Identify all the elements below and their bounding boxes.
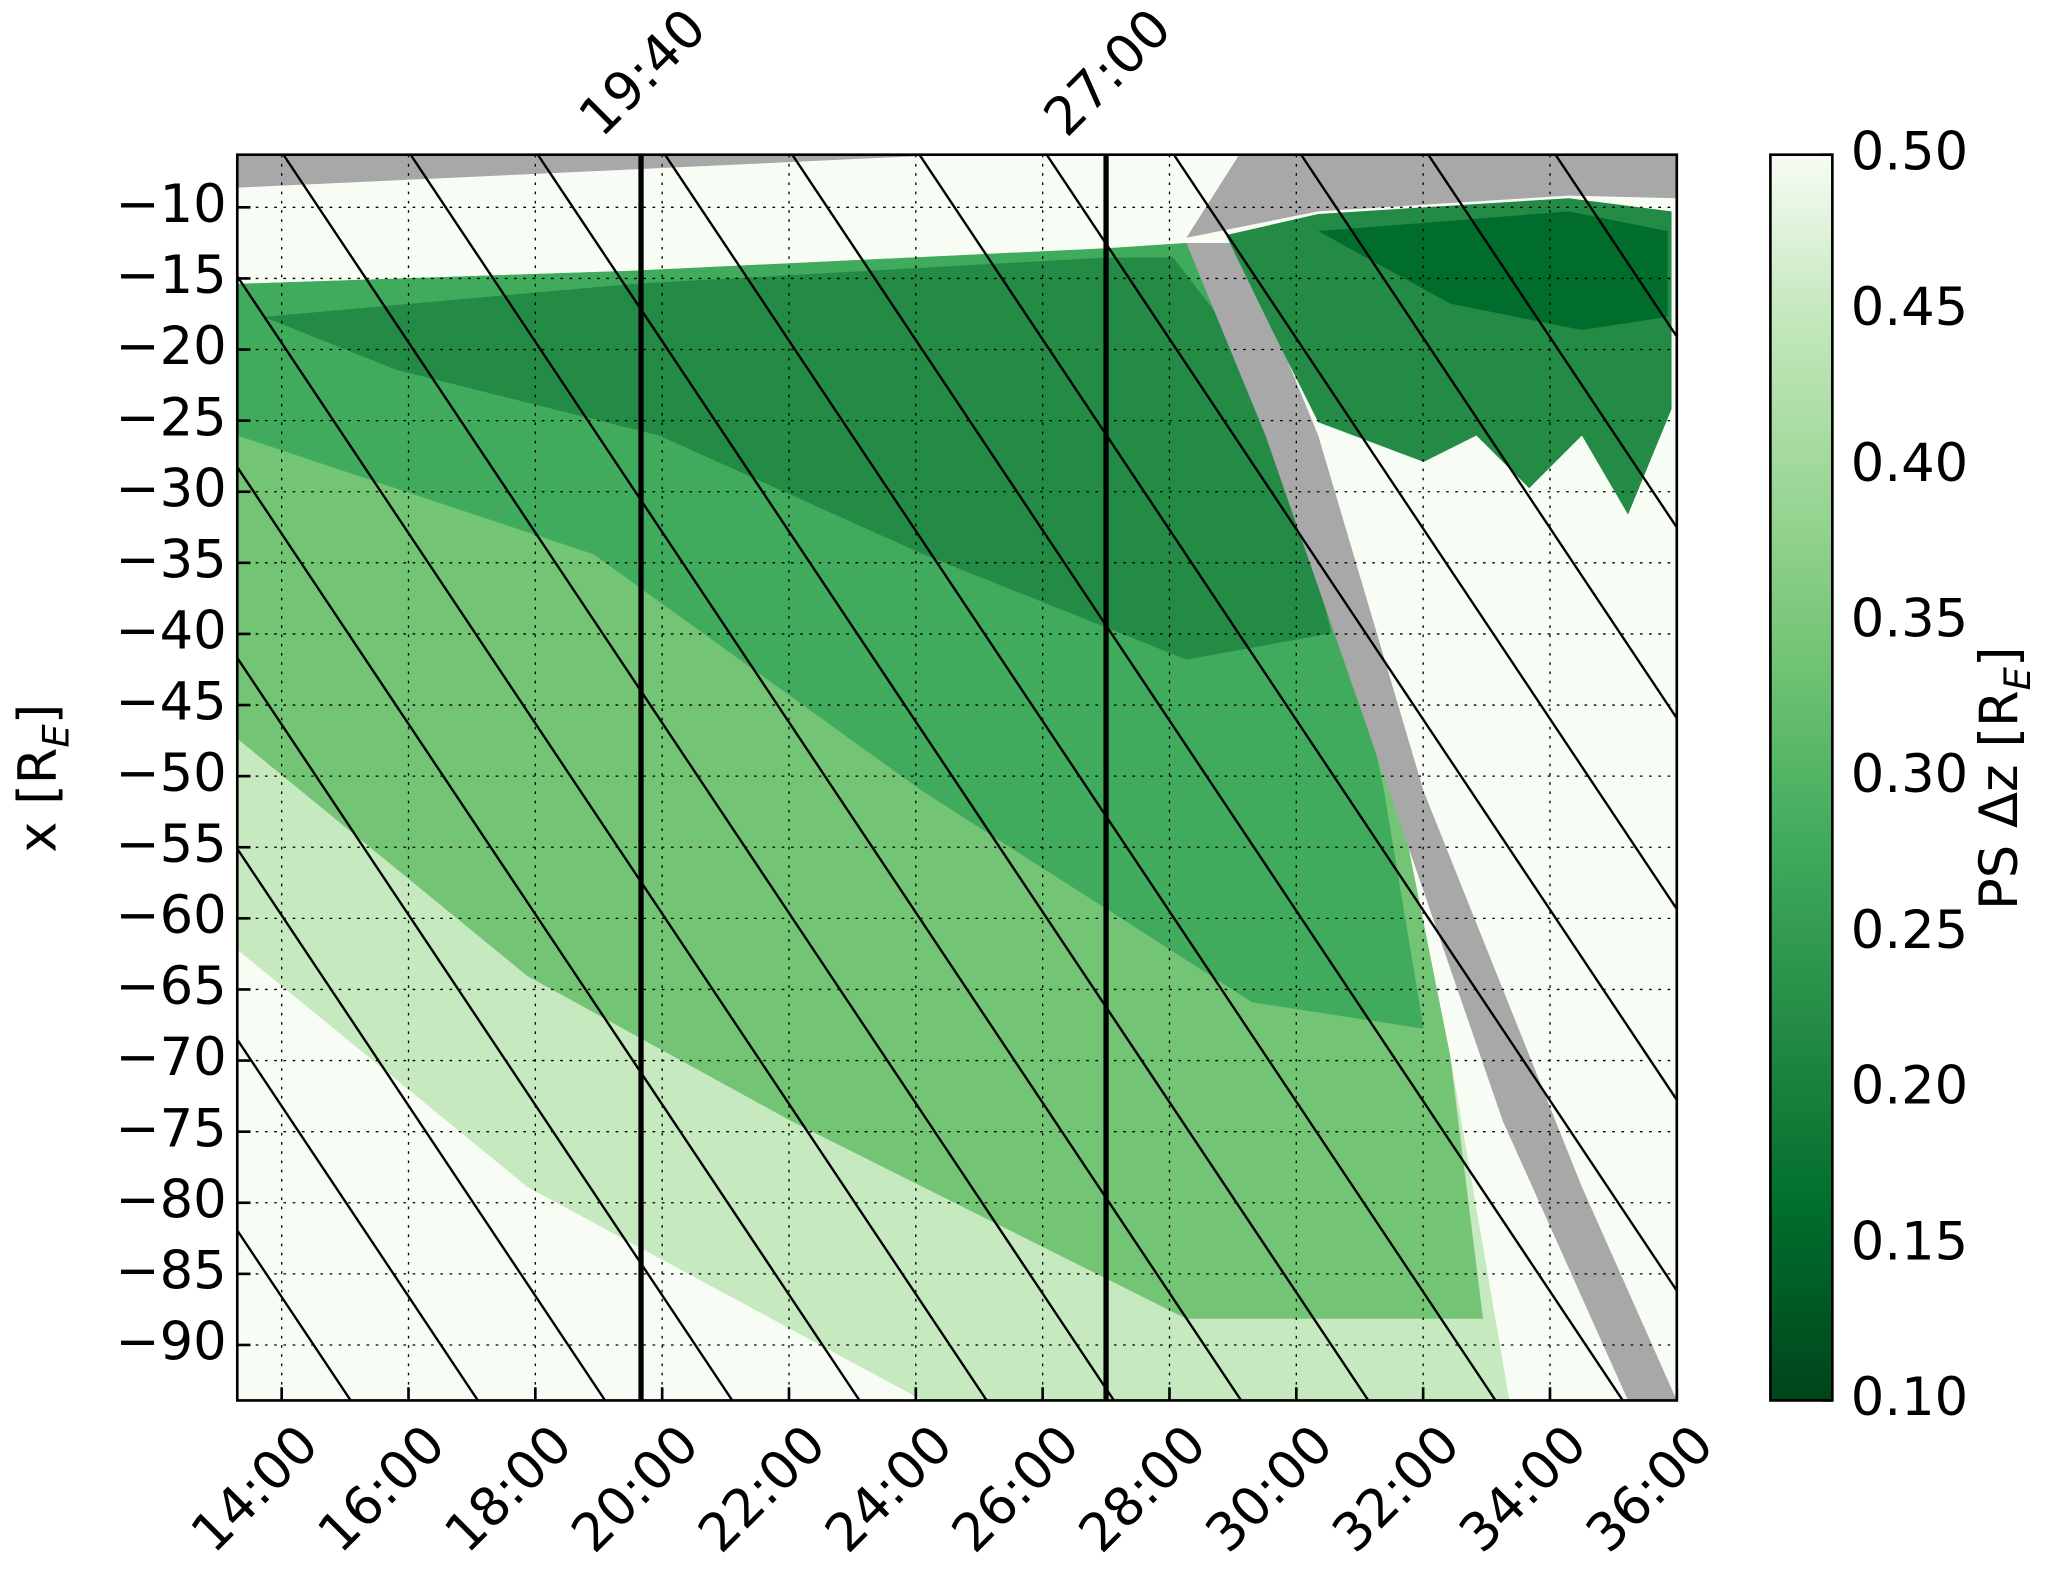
y-tick-label: −90: [115, 1312, 226, 1373]
y-label-text: x [R: [7, 748, 68, 853]
y-tick-label: −40: [115, 601, 226, 662]
y-tick-label: −75: [115, 1098, 226, 1159]
colorbar-tick-label: 0.30: [1851, 744, 1968, 805]
colorbar-tick-label: 0.40: [1851, 433, 1968, 494]
y-tick-label: −45: [115, 672, 226, 733]
y-label-sub: E: [35, 724, 78, 748]
field: [237, 154, 1677, 1401]
marker-label: 27:00: [1033, 0, 1184, 148]
diagonal-line: [237, 846, 607, 1401]
y-tick-label: −55: [115, 814, 226, 875]
x-tick-label: 20:00: [560, 1414, 711, 1565]
diagonal-line: [1172, 154, 1677, 912]
y-tick-label: −70: [115, 1027, 226, 1088]
y-tick-label: −65: [115, 956, 226, 1017]
y-tick-label: −80: [115, 1169, 226, 1230]
diagonal-line: [1045, 154, 1677, 1103]
colorbar-label-sub: E: [1996, 666, 2039, 690]
x-tick-label: 28:00: [1067, 1414, 1218, 1565]
colorbar-tick-label: 0.10: [1851, 1367, 1968, 1428]
diagonal-line: [237, 1037, 479, 1401]
x-tick-label: 14:00: [180, 1414, 331, 1565]
x-tick-label: 34:00: [1448, 1414, 1599, 1565]
y-label-end: ]: [7, 704, 68, 725]
diagonal-line: [237, 464, 861, 1401]
y-axis-label: x [RE]: [7, 704, 77, 853]
diagonal-line: [1427, 154, 1677, 530]
y-tick-label: −20: [115, 316, 226, 377]
colorbar-tick-label: 0.15: [1851, 1211, 1968, 1272]
colorbar-label: PS Δz [RE]: [1969, 646, 2039, 910]
colorbar-label-text: PS Δz [R: [1969, 690, 2030, 910]
x-tick-label: 22:00: [687, 1414, 838, 1565]
x-tick-label: 36:00: [1575, 1414, 1726, 1565]
diagonal-line: [918, 154, 1677, 1293]
plot-frame: [235, 153, 1679, 1402]
colorbar-tick-label: 0.20: [1851, 1056, 1968, 1117]
diagonal-line: [536, 154, 1370, 1401]
diagonal-line: [237, 655, 734, 1401]
y-tick-label: −15: [115, 245, 226, 306]
colorbar-label-end: ]: [1969, 646, 2030, 667]
colorbar: [1769, 153, 1834, 1402]
colorbar-tick-label: 0.50: [1851, 121, 1968, 182]
x-tick-label: 30:00: [1194, 1414, 1345, 1565]
x-tick-label: 18:00: [433, 1414, 584, 1565]
field-gray-top: [1186, 154, 1677, 238]
x-tick-label: 16:00: [306, 1414, 457, 1565]
diagonals: [237, 154, 1677, 1401]
colorbar-tick-label: 0.35: [1851, 588, 1968, 649]
diagonal-line: [282, 154, 1115, 1401]
x-tick-label: 32:00: [1321, 1414, 1472, 1565]
diagonal-line: [409, 154, 1243, 1401]
field-right-dark: [1318, 211, 1668, 331]
y-tick-label: −30: [115, 458, 226, 519]
y-tick-label: −35: [115, 529, 226, 590]
diagonal-line: [664, 154, 1497, 1401]
field-gray-band: [1186, 243, 1677, 1401]
colorbar-tick-label: 0.25: [1851, 900, 1968, 961]
y-tick-label: −50: [115, 743, 226, 804]
diagonal-line: [237, 274, 988, 1401]
diagonal-line: [1300, 154, 1677, 721]
field-dark: [263, 257, 1332, 660]
x-tick-label: 24:00: [814, 1414, 965, 1565]
diagonal-line: [791, 154, 1624, 1401]
y-tick-label: −60: [115, 885, 226, 946]
y-tick-label: −85: [115, 1241, 226, 1302]
colorbar-tick-label: 0.45: [1851, 277, 1968, 338]
x-tick-label: 26:00: [941, 1414, 1092, 1565]
marker-label: 19:40: [568, 0, 719, 148]
y-tick-label: −10: [115, 174, 226, 235]
y-tick-label: −25: [115, 387, 226, 448]
